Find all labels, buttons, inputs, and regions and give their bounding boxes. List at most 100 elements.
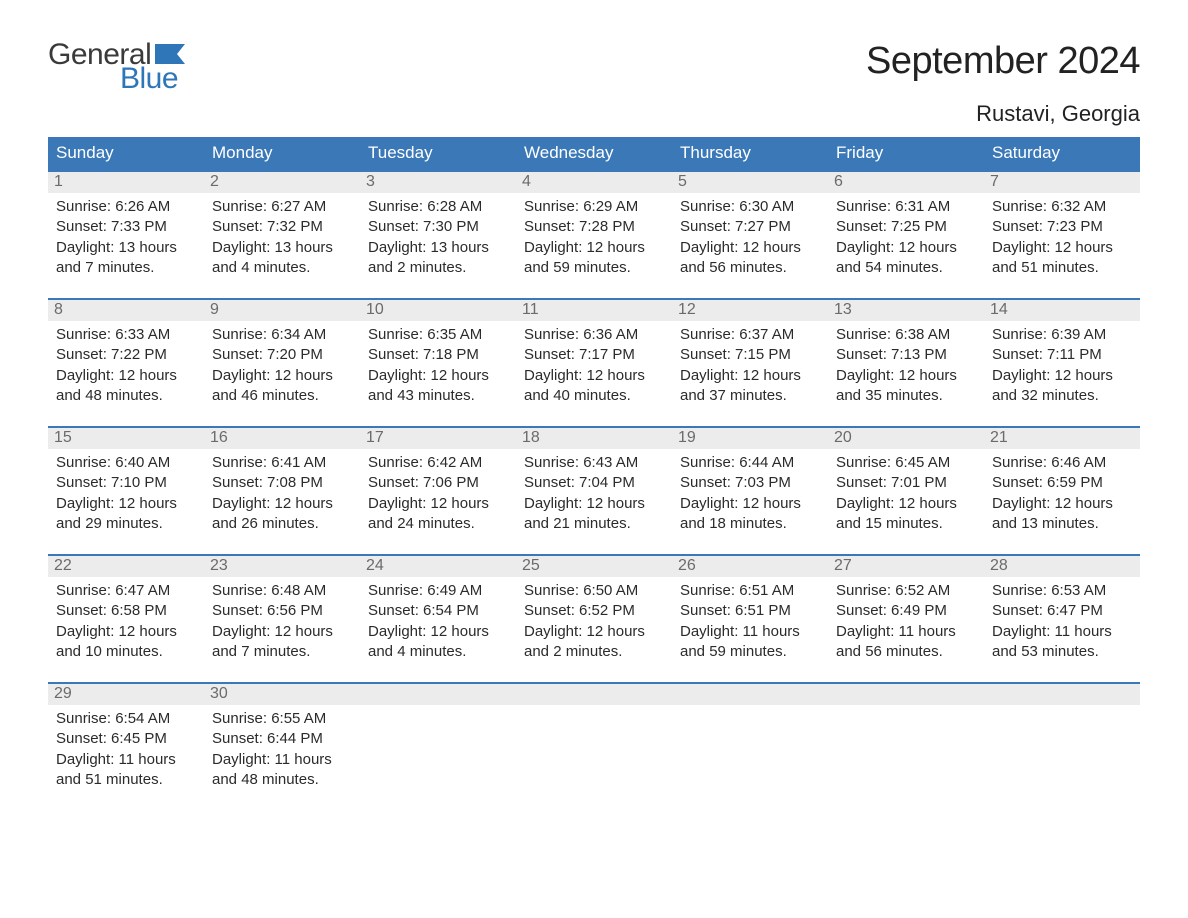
sunrise-text: Sunrise: 6:28 AM bbox=[368, 197, 508, 217]
dow-friday: Friday bbox=[828, 137, 984, 170]
sunrise-text: Sunrise: 6:40 AM bbox=[56, 453, 196, 473]
sunrise-text: Sunrise: 6:37 AM bbox=[680, 325, 820, 345]
date-number bbox=[516, 684, 672, 705]
sunset-text: Sunset: 6:52 PM bbox=[524, 601, 664, 621]
daylight-text: Daylight: 11 hours and 53 minutes. bbox=[992, 622, 1132, 663]
day-cell: Sunrise: 6:48 AMSunset: 6:56 PMDaylight:… bbox=[204, 577, 360, 668]
day-cell: Sunrise: 6:42 AMSunset: 7:06 PMDaylight:… bbox=[360, 449, 516, 540]
day-cell: Sunrise: 6:36 AMSunset: 7:17 PMDaylight:… bbox=[516, 321, 672, 412]
week-row: 22232425262728Sunrise: 6:47 AMSunset: 6:… bbox=[48, 554, 1140, 668]
date-number: 11 bbox=[516, 300, 672, 321]
daylight-text: Daylight: 12 hours and 40 minutes. bbox=[524, 366, 664, 407]
day-cell bbox=[360, 705, 516, 796]
sunset-text: Sunset: 6:54 PM bbox=[368, 601, 508, 621]
date-number: 28 bbox=[984, 556, 1140, 577]
sunset-text: Sunset: 7:28 PM bbox=[524, 217, 664, 237]
sunrise-text: Sunrise: 6:54 AM bbox=[56, 709, 196, 729]
day-cell: Sunrise: 6:45 AMSunset: 7:01 PMDaylight:… bbox=[828, 449, 984, 540]
day-cell: Sunrise: 6:52 AMSunset: 6:49 PMDaylight:… bbox=[828, 577, 984, 668]
dow-monday: Monday bbox=[204, 137, 360, 170]
sunrise-text: Sunrise: 6:29 AM bbox=[524, 197, 664, 217]
day-cell: Sunrise: 6:33 AMSunset: 7:22 PMDaylight:… bbox=[48, 321, 204, 412]
day-cell: Sunrise: 6:34 AMSunset: 7:20 PMDaylight:… bbox=[204, 321, 360, 412]
calendar: Sunday Monday Tuesday Wednesday Thursday… bbox=[48, 137, 1140, 796]
sunrise-text: Sunrise: 6:47 AM bbox=[56, 581, 196, 601]
sunset-text: Sunset: 7:15 PM bbox=[680, 345, 820, 365]
sunset-text: Sunset: 7:23 PM bbox=[992, 217, 1132, 237]
sunset-text: Sunset: 6:44 PM bbox=[212, 729, 352, 749]
daylight-text: Daylight: 12 hours and 21 minutes. bbox=[524, 494, 664, 535]
daylight-text: Daylight: 12 hours and 13 minutes. bbox=[992, 494, 1132, 535]
header: General Blue September 2024 Rustavi, Geo… bbox=[48, 40, 1140, 127]
daylight-text: Daylight: 11 hours and 59 minutes. bbox=[680, 622, 820, 663]
sunrise-text: Sunrise: 6:41 AM bbox=[212, 453, 352, 473]
sunrise-text: Sunrise: 6:52 AM bbox=[836, 581, 976, 601]
day-cell bbox=[516, 705, 672, 796]
daylight-text: Daylight: 12 hours and 29 minutes. bbox=[56, 494, 196, 535]
sunrise-text: Sunrise: 6:51 AM bbox=[680, 581, 820, 601]
day-cell: Sunrise: 6:37 AMSunset: 7:15 PMDaylight:… bbox=[672, 321, 828, 412]
day-cell: Sunrise: 6:46 AMSunset: 6:59 PMDaylight:… bbox=[984, 449, 1140, 540]
sunset-text: Sunset: 7:25 PM bbox=[836, 217, 976, 237]
day-cell: Sunrise: 6:44 AMSunset: 7:03 PMDaylight:… bbox=[672, 449, 828, 540]
date-number: 24 bbox=[360, 556, 516, 577]
dow-sunday: Sunday bbox=[48, 137, 204, 170]
date-number bbox=[360, 684, 516, 705]
date-number: 6 bbox=[828, 172, 984, 193]
date-number: 30 bbox=[204, 684, 360, 705]
date-number: 8 bbox=[48, 300, 204, 321]
week-row: 2930 Sunrise: 6:54 AMSunset: 6:45 PM Dayli… bbox=[48, 682, 1140, 796]
sunrise-text: Sunrise: 6:33 AM bbox=[56, 325, 196, 345]
date-number: 4 bbox=[516, 172, 672, 193]
day-data-row: Sunrise: 6:54 AMSunset: 6:45 PM Daylight:… bbox=[48, 705, 1140, 796]
day-cell bbox=[984, 705, 1140, 796]
daylight-text: Daylight: 11 hours and 48 minutes. bbox=[212, 750, 352, 791]
dow-wednesday: Wednesday bbox=[516, 137, 672, 170]
date-number: 26 bbox=[672, 556, 828, 577]
day-cell: Sunrise: 6:43 AMSunset: 7:04 PMDaylight:… bbox=[516, 449, 672, 540]
day-cell: Sunrise: 6:50 AMSunset: 6:52 PMDaylight:… bbox=[516, 577, 672, 668]
sunset-text: Sunset: 7:10 PM bbox=[56, 473, 196, 493]
daylight-text: Daylight: 13 hours and 7 minutes. bbox=[56, 238, 196, 279]
date-number: 20 bbox=[828, 428, 984, 449]
day-cell: Sunrise: 6:26 AMSunset: 7:33 PMDaylight:… bbox=[48, 193, 204, 284]
daylight-text: Daylight: 12 hours and 46 minutes. bbox=[212, 366, 352, 407]
date-number: 18 bbox=[516, 428, 672, 449]
date-number-row: 1234567 bbox=[48, 172, 1140, 193]
daylight-text: Daylight: 12 hours and 10 minutes. bbox=[56, 622, 196, 663]
date-number: 12 bbox=[672, 300, 828, 321]
date-number: 10 bbox=[360, 300, 516, 321]
sunrise-text: Sunrise: 6:31 AM bbox=[836, 197, 976, 217]
sunrise-text: Sunrise: 6:45 AM bbox=[836, 453, 976, 473]
date-number: 16 bbox=[204, 428, 360, 449]
day-cell: Sunrise: 6:51 AMSunset: 6:51 PMDaylight:… bbox=[672, 577, 828, 668]
sunset-text: Sunset: 7:27 PM bbox=[680, 217, 820, 237]
sunset-text: Sunset: 7:22 PM bbox=[56, 345, 196, 365]
sunset-text: Sunset: 6:45 PM bbox=[56, 729, 196, 749]
date-number-row: 2930 bbox=[48, 684, 1140, 705]
day-cell: Sunrise: 6:38 AMSunset: 7:13 PMDaylight:… bbox=[828, 321, 984, 412]
day-cell: Sunrise: 6:27 AMSunset: 7:32 PMDaylight:… bbox=[204, 193, 360, 284]
date-number-row: 22232425262728 bbox=[48, 556, 1140, 577]
day-cell: Sunrise: 6:31 AMSunset: 7:25 PMDaylight:… bbox=[828, 193, 984, 284]
sunset-text: Sunset: 7:30 PM bbox=[368, 217, 508, 237]
daylight-text: Daylight: 12 hours and 37 minutes. bbox=[680, 366, 820, 407]
date-number bbox=[984, 684, 1140, 705]
daylight-text: Daylight: 12 hours and 24 minutes. bbox=[368, 494, 508, 535]
sunrise-text: Sunrise: 6:35 AM bbox=[368, 325, 508, 345]
day-data-row: Sunrise: 6:26 AMSunset: 7:33 PMDaylight:… bbox=[48, 193, 1140, 284]
sunrise-text: Sunrise: 6:39 AM bbox=[992, 325, 1132, 345]
logo: General Blue bbox=[48, 40, 185, 94]
sunset-text: Sunset: 6:47 PM bbox=[992, 601, 1132, 621]
dow-thursday: Thursday bbox=[672, 137, 828, 170]
daylight-text: Daylight: 11 hours and 56 minutes. bbox=[836, 622, 976, 663]
date-number: 5 bbox=[672, 172, 828, 193]
date-number: 2 bbox=[204, 172, 360, 193]
sunrise-text: Sunrise: 6:55 AM bbox=[212, 709, 352, 729]
date-number: 22 bbox=[48, 556, 204, 577]
sunrise-text: Sunrise: 6:48 AM bbox=[212, 581, 352, 601]
week-row: 15161718192021Sunrise: 6:40 AMSunset: 7:… bbox=[48, 426, 1140, 540]
sunset-text: Sunset: 6:58 PM bbox=[56, 601, 196, 621]
date-number: 15 bbox=[48, 428, 204, 449]
sunrise-text: Sunrise: 6:34 AM bbox=[212, 325, 352, 345]
